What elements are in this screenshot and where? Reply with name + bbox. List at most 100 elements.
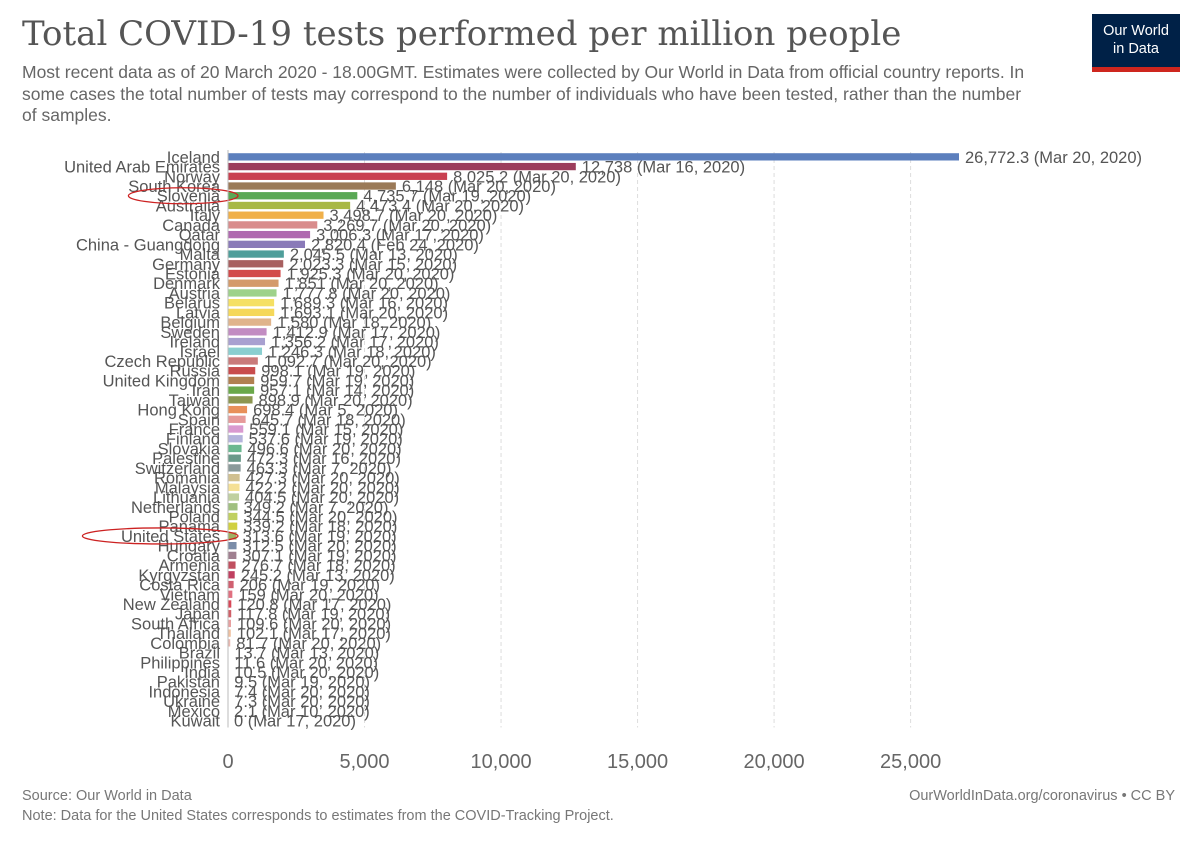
category-label: Denmark [153,275,221,293]
category-label: Ireland [170,334,220,352]
bar [228,289,277,297]
category-label: Mexico [168,703,220,721]
category-label: Croatia [167,547,221,565]
value-label: 1,689.3 (Mar 16, 2020) [280,295,448,313]
credit-link[interactable]: OurWorldInData.org/coronavirus • CC BY [909,788,1175,804]
bar [228,299,275,307]
logo-line-2: in Data [1113,41,1159,57]
bar [228,580,234,589]
value-label: 344.5 (Mar 20, 2020) [243,509,397,527]
bar [228,279,279,287]
value-label: 313.6 (Mar 19, 2020) [243,528,397,546]
value-label: 26,772.3 (Mar 20, 2020) [965,149,1142,167]
bar [228,250,284,258]
value-label: 3,006.3 (Mar 17, 2020) [316,227,484,245]
source-note: Source: Our World in Data [22,788,192,804]
category-label: Qatar [179,227,221,245]
value-label: 645.7 (Mar 18, 2020) [252,411,406,429]
highlight-marks [81,187,239,545]
x-tick-label: 10,000 [470,751,531,773]
bar [228,435,243,443]
bar [228,357,258,365]
category-label: Slovakia [158,440,221,458]
category-label: Norway [164,168,221,186]
value-label: 1,092.7 (Mar 20, 2020) [264,353,432,371]
bar [228,328,267,336]
value-label: 559.1 (Mar 15, 2020) [249,421,403,439]
owid-logo[interactable]: Our World in Data [1092,14,1180,72]
value-label: 0 (Mar 17, 2020) [234,713,356,731]
value-label: 9.5 (Mar 19, 2020) [234,674,370,692]
bar [228,473,240,482]
bar-chart: Iceland 26,772.3 (Mar 20, 2020) United Ara… [64,149,1142,773]
x-tick-label: 0 [222,751,233,773]
value-label: 12,738 (Mar 16, 2020) [582,159,745,177]
value-label: 339.2 (Mar 18, 2020) [243,518,397,536]
category-label: Germany [152,256,221,274]
data-note: Note: Data for the United States corresp… [22,808,614,824]
value-label: 422.2 (Mar 20, 2020) [246,479,400,497]
bar [228,240,306,248]
bar [228,337,266,346]
category-label: Hong Kong [137,402,220,420]
x-tick-label: 5,000 [339,751,389,773]
value-label: 1,851 (Mar 20, 2020) [285,275,439,293]
category-label: Ukraine [163,693,220,711]
value-label: 957.1 (Mar 14, 2020) [260,382,414,400]
value-label: 496.6 (Mar 20, 2020) [248,440,402,458]
value-label: 245.2 (Mar 13, 2020) [241,567,395,585]
bar [228,230,311,239]
value-label: 1,246.3 (Mar 18, 2020) [268,343,436,361]
value-label: 1,777.8 (Mar 20, 2020) [283,285,451,303]
category-label: India [184,664,221,682]
category-label: Latvia [176,304,221,322]
value-label: 427.3 (Mar 20, 2020) [246,470,400,488]
bar [228,561,236,569]
value-label: 3,498.7 (Mar 20, 2020) [330,207,498,225]
category-label: New Zealand [123,596,220,614]
value-label: 404.5 (Mar 20, 2020) [245,489,399,507]
value-label: 159 (Mar 20, 2020) [238,586,378,604]
value-label: 4,735.7 (Mar 19, 2020) [363,188,531,206]
category-label: Iceland [167,149,220,167]
category-label: Pakistan [157,674,220,692]
bar [228,619,231,628]
category-label: United Kingdom [103,372,220,390]
bar [228,532,237,540]
bars: Iceland 26,772.3 (Mar 20, 2020) United Ara… [64,149,1142,731]
category-label: Finland [166,431,220,449]
value-label: 4,473.4 (Mar 20, 2020) [356,197,524,215]
bar [228,454,241,462]
value-label: 7.4 (Mar 20, 2020) [234,683,370,701]
value-label: 8,025.2 (Mar 20, 2020) [453,168,621,186]
category-label: China - Guangdong [76,236,220,254]
category-label: Japan [175,606,220,624]
category-label: Israel [180,343,220,361]
chart-subtitle: Most recent data as of 20 March 2020 - 1… [22,62,1025,125]
chart-title: Total COVID-19 tests performed per milli… [22,14,902,54]
value-label: 1,412.9 (Mar 17, 2020) [273,324,441,342]
category-label: United States [121,528,220,546]
value-label: 81.7 (Mar 20, 2020) [236,635,381,653]
value-label: 537.6 (Mar 19, 2020) [249,431,403,449]
category-label: Iran [192,382,220,400]
category-label: Taiwan [169,392,220,410]
category-label: Estonia [165,266,221,284]
value-label: 10.5 (Mar 20, 2020) [234,664,379,682]
category-label: Italy [190,207,221,225]
category-label: Malta [180,246,221,264]
bar [228,192,358,200]
category-label: South Africa [131,615,221,633]
bar [228,182,396,190]
bar [228,347,263,355]
category-label: Czech Republic [104,353,220,371]
value-label: 1,356.2 (Mar 17, 2020) [271,334,439,352]
x-tick-label: 20,000 [744,751,805,773]
category-label: Lithuania [153,489,221,507]
value-label: 472.3 (Mar 16, 2020) [247,450,401,468]
category-label: Australia [156,197,221,215]
grid-lines [364,152,912,728]
category-label: Kyrgyzstan [138,567,220,585]
category-label: Armenia [159,557,221,575]
category-label: South Korea [128,178,221,196]
